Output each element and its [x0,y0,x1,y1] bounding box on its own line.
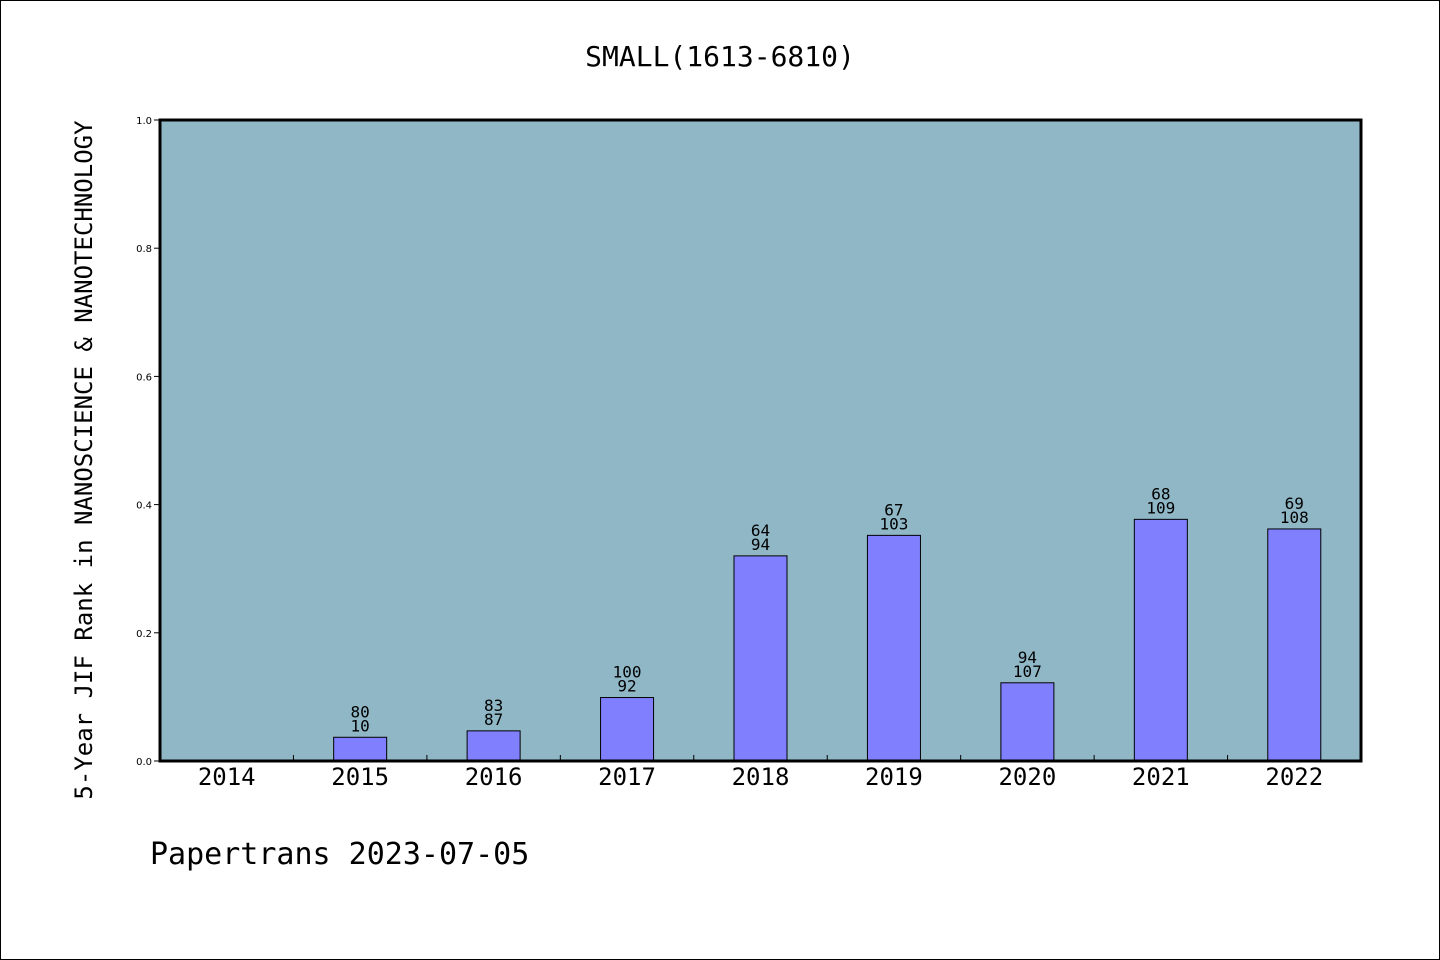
y-tick-label: 0.2 [136,629,152,640]
x-tick-label: 2018 [732,763,790,791]
bar-label-top: 83 [484,696,503,715]
y-tick-label: 0.4 [136,501,152,512]
bar-label-bottom: 107 [1013,662,1042,681]
plot-border [158,118,1363,763]
y-ticks-group: 0.0 0.2 0.4 0.6 0.8 1.0 [136,116,160,768]
bar-label-bottom: 87 [484,710,503,729]
bar-label-top: 80 [351,702,370,721]
bar-label-bottom: 94 [751,535,770,554]
chart-title: SMALL(1613-6810) [585,40,855,73]
bar-label-top: 68 [1151,484,1170,503]
bar-2015 [333,736,388,762]
x-tick-label: 2022 [1265,763,1323,791]
bar-label-bottom: 109 [1146,498,1175,517]
x-tick-label: 2020 [998,763,1056,791]
x-tick-label: 2016 [465,763,523,791]
bar-2021 [1133,518,1188,762]
bar-label-bottom: 92 [617,677,636,696]
bar-2017 [600,697,655,762]
bar-2018 [733,555,788,762]
bar-label-bottom: 10 [351,716,370,735]
x-ticks-group: 2014 2015 2016 2017 2018 2019 2020 2021 2022 [198,755,1323,791]
bar-2022 [1267,528,1322,762]
bar-2016 [466,730,521,762]
y-tick-label: 0.0 [136,757,152,768]
bar-label-bottom: 103 [879,514,908,533]
bar-label-bottom: 108 [1280,508,1309,527]
x-tick-label: 2017 [598,763,656,791]
bar-label-top: 67 [884,500,903,519]
y-tick-label: 0.8 [136,244,152,255]
bars-group [333,518,1322,762]
y-axis-label: 5-Year JIF Rank in NANOSCIENCE & NANOTEC… [70,120,98,800]
x-tick-label: 2019 [865,763,923,791]
y-tick-label: 1.0 [136,116,152,127]
bar-label-top: 94 [1018,648,1037,667]
y-tick-label: 0.6 [136,372,152,383]
x-tick-label: 2015 [331,763,389,791]
bar-label-top: 64 [751,521,770,540]
bar-label-top: 100 [613,663,642,682]
bar-2020 [1000,682,1055,762]
bar-2019 [866,534,921,762]
footer-text: Papertrans 2023-07-05 [150,837,529,872]
x-tick-label: 2014 [198,763,256,791]
bar-label-top: 69 [1285,494,1304,513]
x-tick-label: 2021 [1132,763,1190,791]
